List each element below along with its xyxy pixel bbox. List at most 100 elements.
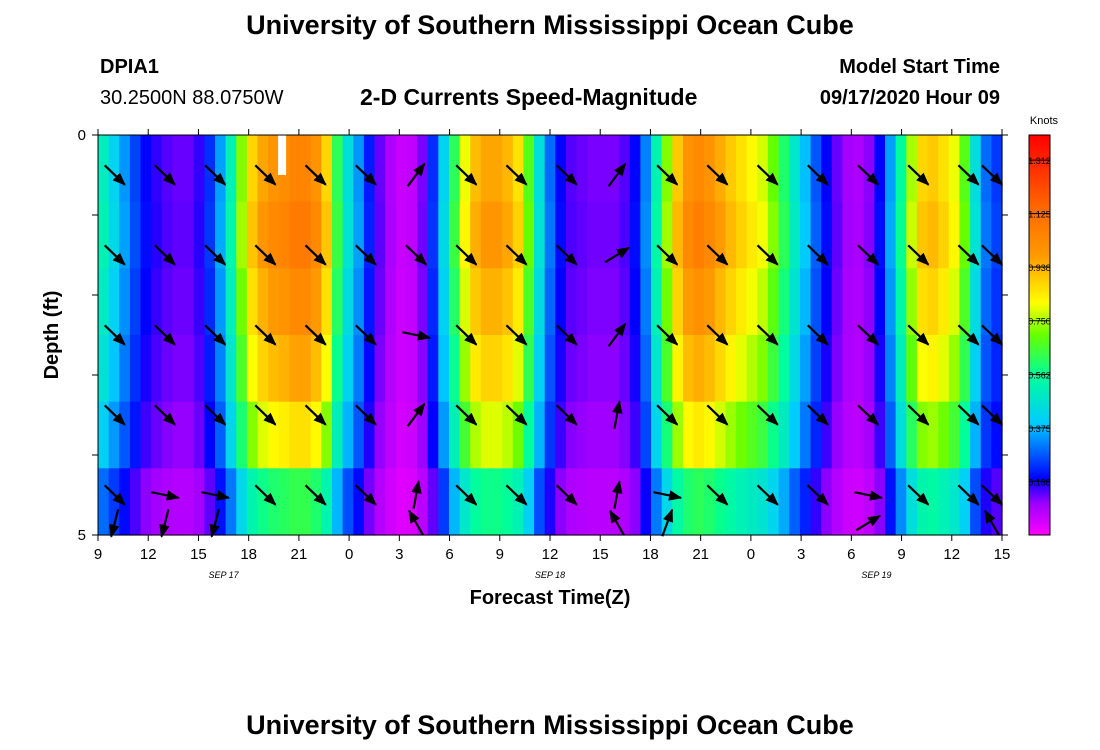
heatmap-cell <box>831 135 844 203</box>
heatmap-cell <box>236 268 248 336</box>
heatmap-cell <box>438 268 450 336</box>
heatmap-cell <box>193 135 205 203</box>
heatmap-cell <box>810 135 822 203</box>
heatmap-cell <box>810 201 822 269</box>
heatmap-cell <box>310 268 322 336</box>
heatmap-cell <box>523 268 535 336</box>
heatmap-cell <box>438 468 450 536</box>
heatmap-cell <box>970 335 982 403</box>
current-arrow <box>656 244 679 266</box>
heatmap-cell <box>927 401 939 469</box>
heatmap-cell <box>523 335 535 403</box>
heatmap-cell <box>725 135 737 203</box>
heatmap-cell <box>810 468 822 536</box>
heatmap-cell <box>959 401 971 469</box>
current-arrow <box>455 164 478 186</box>
current-arrow <box>304 484 327 506</box>
heatmap-cell <box>853 401 865 469</box>
heatmap-cell <box>225 468 237 536</box>
heatmap-cell <box>874 268 886 336</box>
heatmap-cell <box>183 401 195 469</box>
heatmap-cell <box>959 468 971 536</box>
heatmap-cell <box>704 268 716 336</box>
current-arrow <box>204 164 227 186</box>
current-arrow <box>555 164 578 186</box>
heatmap-cell <box>236 468 248 536</box>
heatmap-cell <box>331 201 344 269</box>
current-arrow <box>150 490 180 501</box>
heatmap-cell <box>193 468 205 536</box>
heatmap-cell <box>768 201 780 269</box>
heatmap-cell <box>544 201 556 269</box>
heatmap-cell <box>480 401 493 469</box>
current-arrow <box>981 324 1004 346</box>
heatmap-cell <box>725 468 737 536</box>
colorbar-tick-label: 1.312 <box>1028 156 1051 166</box>
heatmap-cell <box>619 335 631 403</box>
heatmap-cell <box>906 268 918 336</box>
heatmap-cell <box>342 401 354 469</box>
heatmap-cell <box>906 335 918 403</box>
heatmap-cell <box>587 268 599 336</box>
current-arrow <box>857 164 880 186</box>
x-tick-label: 21 <box>692 546 709 563</box>
heatmap-cell <box>353 401 365 469</box>
heatmap-cell <box>714 268 727 336</box>
heatmap-cell <box>236 401 248 469</box>
heatmap-cell <box>193 401 205 469</box>
colorbar <box>1028 134 1051 536</box>
current-arrow <box>103 404 126 426</box>
heatmap-cell <box>778 268 790 336</box>
heatmap-cell <box>576 401 588 469</box>
colorbar-tick-label: 0.938 <box>1028 263 1051 273</box>
heatmap-cell <box>140 335 152 403</box>
heatmap-cell <box>895 401 907 469</box>
heatmap-cell <box>693 401 705 469</box>
heatmap-cell <box>991 201 1003 269</box>
heatmap-cell <box>151 268 163 336</box>
heatmap-cell <box>395 268 408 336</box>
heatmap-cell <box>438 401 450 469</box>
heatmap-cell <box>257 201 269 269</box>
heatmap-cell <box>682 468 695 536</box>
heatmap-cell <box>300 468 312 536</box>
heatmap-cell <box>151 201 163 269</box>
current-arrow <box>555 404 578 426</box>
heatmap-cell <box>98 335 110 403</box>
heatmap-cell <box>374 135 386 203</box>
heatmap-cell <box>736 401 748 469</box>
heatmap-cell <box>682 201 695 269</box>
current-arrow <box>254 484 277 506</box>
heatmap-cell <box>885 135 897 203</box>
heatmap-cell <box>183 268 195 336</box>
heatmap-cell <box>544 268 556 336</box>
heatmap-cell <box>831 335 844 403</box>
heatmap-cell <box>204 468 216 536</box>
current-arrow <box>505 484 528 506</box>
heatmap-cell <box>587 201 599 269</box>
heatmap-cell <box>640 335 652 403</box>
current-arrow <box>706 244 729 266</box>
heatmap-cell <box>565 201 578 269</box>
heatmap-cell <box>640 201 652 269</box>
current-arrow <box>411 480 422 509</box>
heatmap-cell <box>502 401 514 469</box>
heatmap-cell <box>108 268 120 336</box>
current-arrow <box>304 404 327 426</box>
heatmap-cell <box>693 201 705 269</box>
heatmap-cell <box>119 335 131 403</box>
heatmap-cell <box>246 201 259 269</box>
heatmap-cell <box>757 201 769 269</box>
current-arrow <box>706 164 729 186</box>
heatmap-cell <box>470 335 482 403</box>
current-arrow <box>807 244 829 266</box>
heatmap-cell <box>257 468 269 536</box>
x-tick-label: 0 <box>747 546 755 563</box>
heatmap-cell <box>916 401 929 469</box>
x-tick-label: 9 <box>94 546 102 563</box>
heatmap-cell <box>459 335 471 403</box>
heatmap-cell <box>385 201 397 269</box>
current-arrow <box>907 244 930 266</box>
heatmap-cell <box>842 135 854 203</box>
heatmap-cell <box>651 201 663 269</box>
